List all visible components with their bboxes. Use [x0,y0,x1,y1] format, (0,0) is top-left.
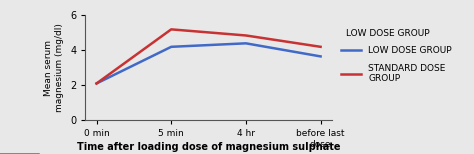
Text: LOW DOSE GROUP: LOW DOSE GROUP [346,29,429,38]
Text: Time after loading dose of magnesium sulphate: Time after loading dose of magnesium sul… [77,142,340,152]
Y-axis label: Mean serum
magnesium (mg/dl): Mean serum magnesium (mg/dl) [44,23,64,112]
Legend: LOW DOSE GROUP, STANDARD DOSE
GROUP: LOW DOSE GROUP, STANDARD DOSE GROUP [341,46,452,83]
